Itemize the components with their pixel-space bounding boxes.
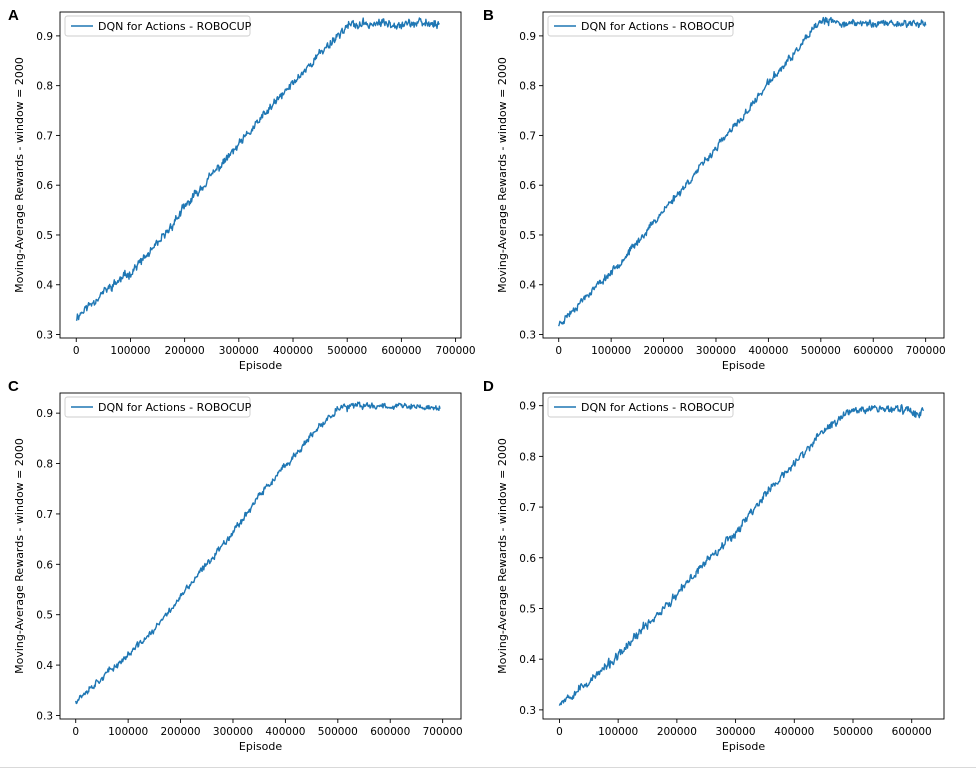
panel-letter: A [8, 7, 19, 24]
legend: DQN for Actions - ROBOCUP [64, 15, 252, 37]
x-tick-label: 100000 [110, 345, 150, 357]
legend: DQN for Actions - ROBOCUP [547, 396, 735, 418]
y-axis-label: Moving-Average Rewards - window = 2000 [496, 438, 509, 674]
x-tick-label: 100000 [108, 726, 148, 738]
y-tick-label: 0.6 [519, 180, 536, 192]
y-tick-label: 0.5 [36, 230, 53, 242]
y-tick-label: 0.8 [36, 81, 53, 93]
y-tick-label: 0.5 [519, 230, 536, 242]
legend-box [547, 15, 734, 37]
y-tick-label: 0.7 [519, 130, 536, 142]
x-tick-label: 400000 [273, 345, 313, 357]
x-tick-label: 500000 [833, 726, 873, 738]
panel-d: D 0 100000 200000 300000 400000 500000 600000 0.… [483, 378, 945, 753]
legend-label: DQN for Actions - ROBOCUP [98, 20, 252, 33]
y-tick-label: 0.4 [36, 280, 53, 292]
y-axis-label: Moving-Average Rewards - window = 2000 [13, 438, 26, 674]
y-tick-label: 0.3 [519, 330, 536, 342]
x-tick-label: 100000 [591, 345, 631, 357]
x-tick-label: 700000 [423, 726, 463, 738]
legend-box [64, 396, 251, 418]
x-tick-label: 300000 [219, 345, 259, 357]
y-tick-label: 0.7 [36, 130, 53, 142]
series-line [558, 16, 927, 327]
x-tick-label: 200000 [657, 726, 697, 738]
x-tick-label: 600000 [892, 726, 932, 738]
x-tick-label: 300000 [696, 345, 736, 357]
y-tick-label: 0.9 [36, 408, 53, 420]
x-tick-label: 400000 [774, 726, 814, 738]
x-tick-label: 400000 [265, 726, 305, 738]
panel-a: A 0 100000 200000 300000 400000 500000 600000 70… [8, 7, 476, 372]
x-tick-label: 0 [556, 726, 563, 738]
y-tick-label: 0.8 [519, 81, 536, 93]
x-tick-label: 500000 [318, 726, 358, 738]
series-line [75, 17, 440, 321]
y-tick-label: 0.7 [36, 509, 53, 521]
x-tick-label: 300000 [716, 726, 756, 738]
y-tick-label: 0.8 [519, 451, 536, 463]
y-tick-label: 0.4 [519, 280, 536, 292]
x-axis-label: Episode [239, 740, 282, 753]
x-tick-label: 0 [73, 345, 80, 357]
x-axis-label: Episode [722, 740, 765, 753]
y-tick-label: 0.6 [36, 559, 53, 571]
plot-frame [542, 392, 945, 720]
x-tick-label: 700000 [436, 345, 476, 357]
x-tick-label: 200000 [644, 345, 684, 357]
x-axis-label: Episode [239, 359, 282, 372]
legend-box [64, 15, 251, 37]
legend-label: DQN for Actions - ROBOCUP [581, 20, 735, 33]
y-axis-label: Moving-Average Rewards - window = 2000 [13, 57, 26, 293]
series-line [558, 404, 925, 706]
y-tick-label: 0.9 [36, 31, 53, 43]
legend-label: DQN for Actions - ROBOCUP [98, 401, 252, 414]
panel-letter: C [8, 378, 19, 395]
panel-letter: B [483, 7, 494, 24]
y-tick-label: 0.5 [36, 610, 53, 622]
y-tick-label: 0.3 [36, 710, 53, 722]
y-tick-label: 0.7 [519, 502, 536, 514]
x-tick-label: 0 [555, 345, 562, 357]
x-tick-label: 700000 [906, 345, 946, 357]
y-tick-label: 0.9 [519, 31, 536, 43]
legend-label: DQN for Actions - ROBOCUP [581, 401, 735, 414]
y-tick-label: 0.9 [519, 401, 536, 413]
x-tick-label: 600000 [370, 726, 410, 738]
y-tick-label: 0.3 [519, 705, 536, 717]
y-tick-label: 0.4 [36, 660, 53, 672]
plot-frame [542, 11, 945, 339]
x-tick-label: 500000 [801, 345, 841, 357]
x-tick-label: 300000 [213, 726, 253, 738]
x-tick-label: 200000 [165, 345, 205, 357]
x-tick-label: 600000 [381, 345, 421, 357]
y-tick-label: 0.6 [519, 553, 536, 565]
x-tick-label: 200000 [161, 726, 201, 738]
panel-c: C 0 100000 200000 300000 400000 500000 600000 70… [8, 378, 463, 753]
bottom-divider [0, 767, 976, 768]
x-tick-label: 400000 [748, 345, 788, 357]
x-tick-label: 0 [72, 726, 79, 738]
x-tick-label: 500000 [327, 345, 367, 357]
legend-box [547, 396, 734, 418]
series-line [75, 401, 441, 705]
panel-letter: D [483, 378, 494, 395]
y-tick-label: 0.5 [519, 603, 536, 615]
y-axis-label: Moving-Average Rewards - window = 2000 [496, 57, 509, 293]
x-tick-label: 100000 [598, 726, 638, 738]
y-tick-label: 0.8 [36, 459, 53, 471]
panel-b: B 0 100000 200000 300000 400000 500000 600000 70… [483, 7, 946, 372]
x-axis-label: Episode [722, 359, 765, 372]
plot-frame [59, 11, 462, 339]
plot-frame [59, 392, 462, 720]
legend: DQN for Actions - ROBOCUP [64, 396, 252, 418]
x-tick-label: 600000 [853, 345, 893, 357]
y-tick-label: 0.3 [36, 330, 53, 342]
legend: DQN for Actions - ROBOCUP [547, 15, 735, 37]
y-tick-label: 0.4 [519, 654, 536, 666]
y-tick-label: 0.6 [36, 180, 53, 192]
